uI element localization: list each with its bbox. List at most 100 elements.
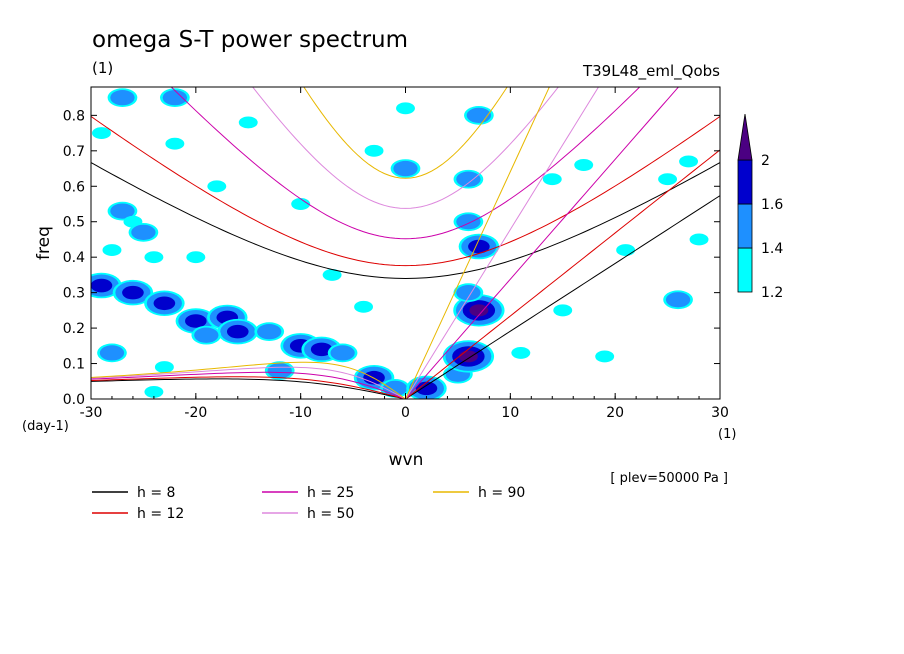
legend-label: h = 50	[307, 506, 354, 522]
contour-blob	[616, 244, 636, 257]
x-tick-label: 30	[711, 405, 729, 421]
contour-blob	[154, 361, 174, 374]
y-axis-label: freq	[34, 226, 54, 260]
contour-blob	[665, 292, 691, 308]
y-tick-label: 0.7	[63, 144, 85, 160]
legend-label: h = 90	[478, 485, 525, 501]
gravity-curve-8	[91, 162, 720, 279]
contour-blob	[658, 173, 678, 186]
y-tick-label: 0.1	[63, 357, 85, 373]
rossby-curve-90	[91, 361, 406, 399]
contour-blob	[393, 160, 418, 177]
contour-blob	[396, 102, 415, 115]
contour-blob	[456, 171, 481, 187]
contour-blob	[553, 304, 573, 317]
plot-area	[91, 87, 720, 399]
gravity-curve-12	[91, 116, 720, 267]
contour-blob	[574, 159, 594, 171]
colorbar-segment	[737, 203, 753, 249]
contour-blob	[689, 233, 709, 246]
colorbar-label: 1.2	[761, 285, 783, 301]
contour-blob	[456, 284, 481, 301]
contour-blob	[257, 323, 282, 340]
plot-frame	[90, 86, 721, 400]
kelvin-curve-12	[405, 149, 720, 399]
gravity-curve-50	[252, 87, 559, 209]
contour-blob	[131, 224, 156, 241]
x-tick-label: -30	[80, 405, 103, 421]
rossby-curve-12	[91, 376, 406, 399]
kelvin-curve-90	[405, 87, 550, 399]
contour-blob	[92, 127, 111, 140]
run-label: T39L48_eml_Qobs	[582, 62, 720, 81]
contour-blob	[291, 198, 311, 210]
contour-blob	[91, 278, 113, 293]
contour-blob	[330, 345, 355, 361]
y-tick-label: 0.6	[63, 179, 85, 195]
x-unit-label: (1)	[718, 427, 736, 442]
contour-blob	[162, 89, 188, 106]
contour-blob	[194, 327, 219, 343]
chart-title: omega S-T power spectrum	[92, 27, 408, 53]
contour-blob	[267, 362, 292, 379]
contour-blob	[595, 350, 615, 363]
x-tick-label: -20	[184, 405, 207, 421]
contour-blob	[110, 203, 135, 219]
x-tick-label: 0	[401, 405, 410, 421]
contour-blob	[238, 116, 258, 129]
contour-blob	[144, 385, 164, 398]
kelvin-curve-25	[405, 87, 680, 399]
gravity-curve-25	[170, 87, 641, 240]
colorbar-segment	[737, 159, 753, 205]
contour-blob	[458, 350, 478, 363]
units-label: (1)	[92, 59, 113, 77]
contour-blob	[382, 380, 408, 397]
contour-blob	[415, 381, 438, 396]
colorbar-segment	[737, 247, 753, 293]
rossby-curve-25	[91, 371, 406, 399]
y-tick-label: 0.3	[63, 286, 85, 302]
colorbar-arrow	[737, 113, 753, 161]
y-unit-label: (day-1)	[22, 419, 69, 434]
rossby-curve-50	[91, 366, 406, 399]
y-tick-label: 0.8	[63, 108, 85, 124]
contour-blob	[207, 180, 227, 193]
contour-blob	[186, 251, 206, 264]
contour-blob	[165, 137, 185, 150]
colorbar: 1.2 1.4 1.6 2	[737, 113, 783, 301]
contour-blob	[322, 268, 342, 281]
colorbar-label: 2	[761, 153, 770, 169]
kelvin-curve-50	[405, 87, 600, 399]
contour-blob	[144, 251, 164, 264]
contour-blob	[99, 345, 125, 361]
contour-blob	[153, 296, 176, 311]
contour-blob	[364, 144, 384, 157]
gravity-curve-90	[303, 87, 508, 179]
contour-blob	[122, 285, 144, 300]
legend-label: h = 25	[307, 485, 354, 501]
x-axis-label: wvn	[389, 450, 424, 470]
contour-blob	[310, 342, 333, 357]
x-tick-label: -10	[289, 405, 312, 421]
legend-label: h = 12	[137, 506, 184, 522]
y-tick-label: 0.0	[63, 392, 85, 408]
x-tick-label: 20	[606, 405, 624, 421]
colorbar-label: 1.6	[761, 197, 783, 213]
contour-blob	[185, 314, 207, 328]
legend-label: h = 8	[137, 485, 175, 501]
y-tick-label: 0.5	[63, 215, 85, 231]
legend: h = 8 h = 12 h = 25 h = 50 h = 90	[92, 485, 525, 522]
y-tick-label: 0.4	[63, 250, 85, 266]
contour-blob	[226, 324, 249, 339]
contour-blob	[469, 304, 489, 317]
contour-blob	[542, 173, 562, 186]
contour-blob	[110, 89, 135, 106]
contour-blob	[468, 239, 490, 254]
rossby-curve-8	[91, 378, 406, 399]
contour-blob	[511, 346, 531, 359]
level-note: [ plev=50000 Pa ]	[610, 471, 728, 486]
x-tick-label: 10	[501, 405, 519, 421]
y-tick-label: 0.2	[63, 321, 85, 337]
contour-blob	[679, 155, 698, 168]
